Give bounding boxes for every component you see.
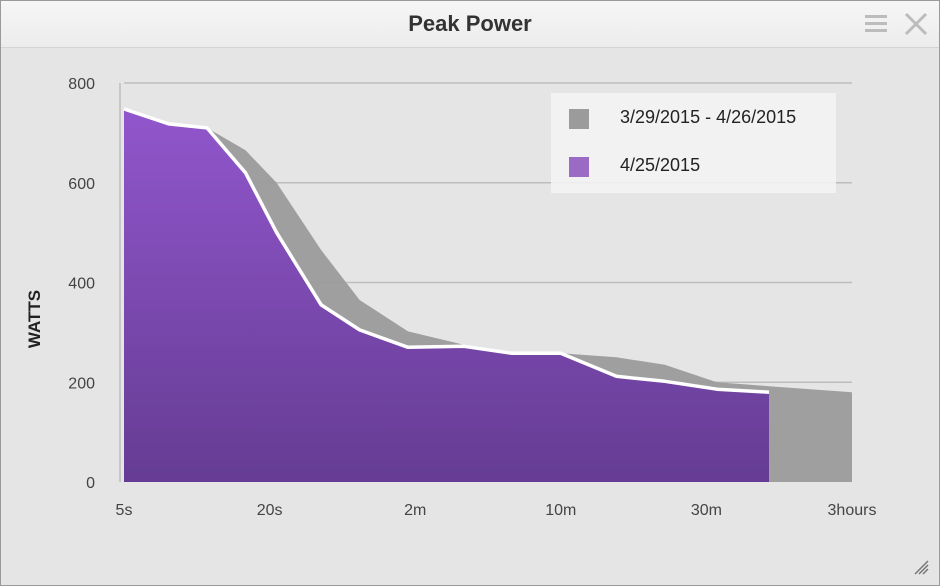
series-area-day [124,108,769,483]
title-bar: Peak Power [1,1,939,48]
y-tick-label: 800 [68,76,95,93]
resize-grip-icon[interactable] [913,559,929,575]
y-axis-label: WATTS [25,290,44,348]
close-icon[interactable] [904,12,928,36]
x-tick-label: 30m [691,502,722,519]
x-tick-label: 20s [257,502,283,519]
x-tick-label: 10m [545,502,576,519]
legend-label: 3/29/2015 - 4/26/2015 [620,107,797,127]
x-tick-label: 5s [116,502,133,519]
x-tick-label: 2m [404,502,426,519]
series-line-day [123,107,770,394]
legend-swatch-purple [569,157,589,177]
y-tick-label: 600 [68,176,95,193]
y-tick-label: 0 [86,475,95,492]
legend-label: 4/25/2015 [620,155,701,175]
y-tick-label: 200 [68,375,95,392]
panel-title: Peak Power [408,11,532,36]
x-tick-label: 3hours [828,502,877,519]
hamburger-menu-icon[interactable] [865,13,887,35]
chart-legend: 3/29/2015 - 4/26/2015 4/25/2015 [551,93,836,193]
y-tick-label: 400 [68,276,95,293]
legend-swatch-gray [569,109,589,129]
